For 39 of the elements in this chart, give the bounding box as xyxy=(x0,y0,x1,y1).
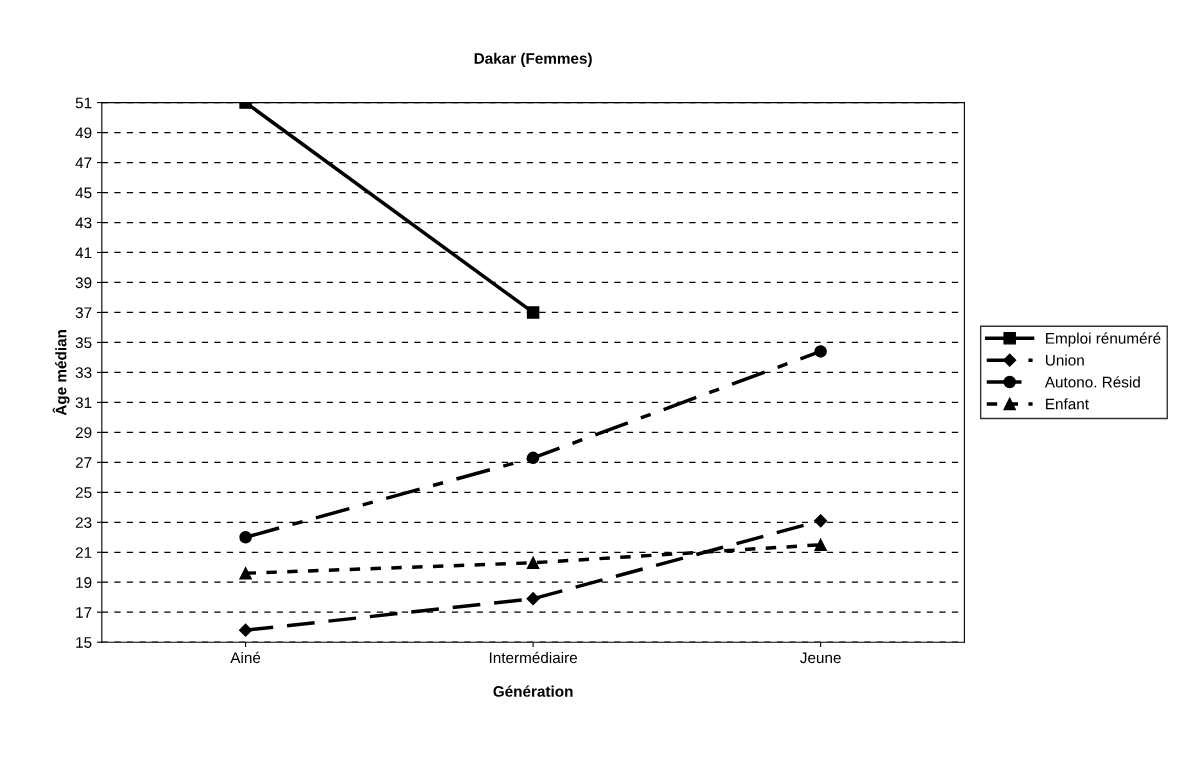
x-axis-title: Génération xyxy=(493,685,573,697)
y-tick-label: 15 xyxy=(76,637,92,648)
point xyxy=(526,306,540,319)
legend-label: Union xyxy=(1046,354,1084,366)
point xyxy=(239,567,252,580)
legend-label: Enfant xyxy=(1046,398,1089,410)
y-tick-label: 23 xyxy=(75,517,92,528)
chart-title: Dakar (Femmes) xyxy=(474,52,592,67)
y-tick-label: 37 xyxy=(75,307,92,319)
y-tick-label: 35 xyxy=(75,337,92,349)
point xyxy=(526,592,540,606)
x-tick-label: Jeune xyxy=(800,652,841,664)
point xyxy=(239,623,253,637)
y-tick-label: 29 xyxy=(75,427,92,439)
legend-label: Autono. Résid xyxy=(1044,376,1140,388)
point xyxy=(526,451,540,465)
point xyxy=(814,514,828,528)
y-tick-label: 39 xyxy=(75,277,92,289)
x-tick-label: Ainé xyxy=(230,651,261,664)
y-tick-label: 47 xyxy=(75,157,92,169)
point xyxy=(526,556,540,570)
point xyxy=(814,345,827,358)
y-axis-title: Âge médian xyxy=(52,330,70,416)
y-tick-label: 33 xyxy=(75,367,92,379)
y-tick-label: 51 xyxy=(75,97,92,109)
y-tick-label: 31 xyxy=(75,397,92,409)
point xyxy=(239,531,252,544)
y-tick-label: 43 xyxy=(75,217,92,229)
y-tick-label: 19 xyxy=(76,577,92,588)
y-tick-label: 17 xyxy=(76,607,92,618)
y-tick-label: 49 xyxy=(75,127,92,139)
legend-label: Emploi rénuméré xyxy=(1046,332,1161,347)
y-tick-label: 21 xyxy=(75,547,92,558)
y-tick-label: 45 xyxy=(75,187,92,199)
point xyxy=(814,538,827,552)
y-tick-label: 41 xyxy=(75,247,92,259)
x-tick-label: Intermédiaire xyxy=(489,651,578,664)
y-tick-label: 27 xyxy=(75,457,92,468)
y-tick-label: 25 xyxy=(75,487,92,498)
